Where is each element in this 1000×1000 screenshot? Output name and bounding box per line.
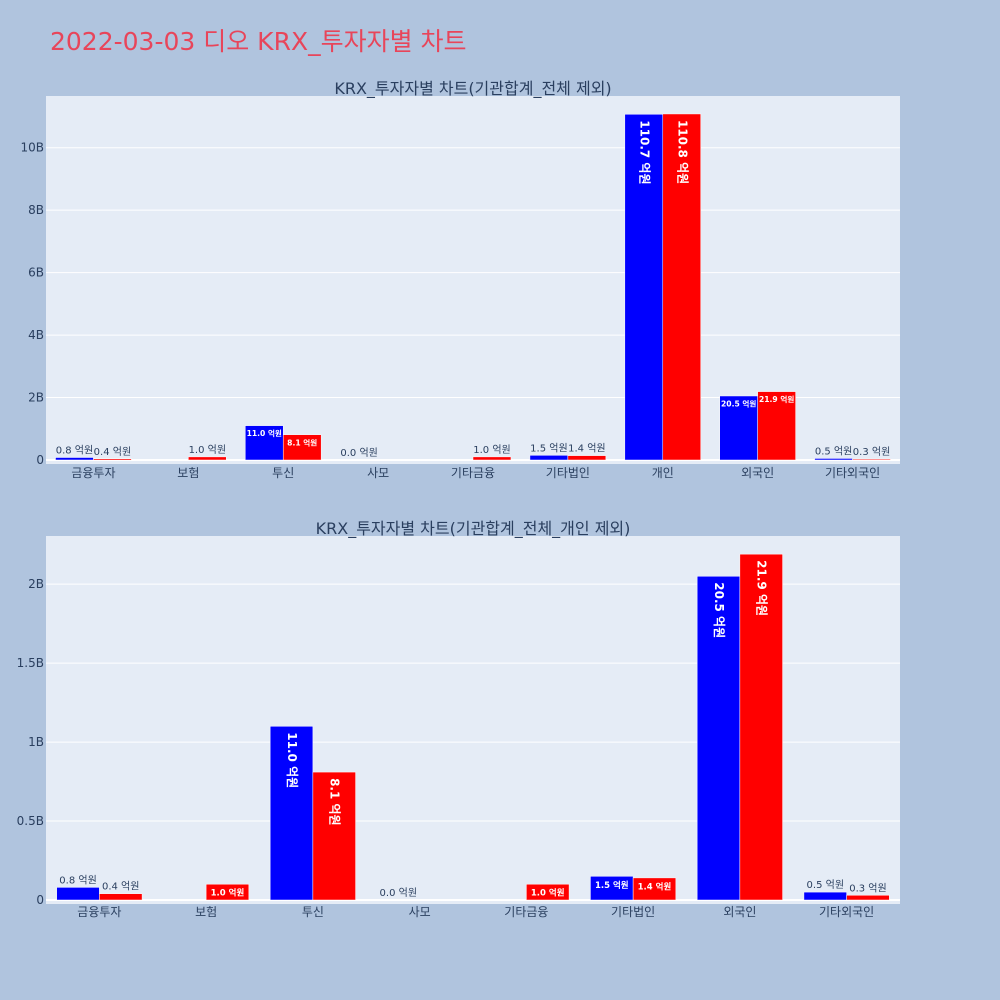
x-tick-label: 기타법인	[546, 466, 590, 480]
bar-series-2	[846, 895, 890, 901]
data-label: 1.0 억원	[531, 888, 565, 899]
x-tick-label: 외국인	[741, 466, 774, 480]
chart-title: KRX_투자자별 차트(기관합계_전체_개인 제외)	[316, 519, 631, 539]
y-tick-label: 6B	[28, 266, 44, 280]
data-label: 8.1 억원	[287, 437, 317, 447]
x-tick-label: 사모	[367, 466, 389, 480]
data-label: 0.0 억원	[380, 887, 417, 899]
data-label: 0.8 억원	[59, 874, 96, 886]
data-label: 11.0 억원	[285, 732, 299, 788]
data-label: 110.8 억원	[675, 120, 689, 184]
bar-series-2	[757, 391, 796, 461]
bar-series-1	[55, 457, 94, 461]
x-tick-label: 기타금융	[451, 466, 495, 480]
data-label: 0.3 억원	[849, 882, 886, 894]
data-label: 21.9 억원	[759, 394, 794, 404]
bar-series-2	[472, 456, 512, 461]
x-tick-label: 외국인	[723, 905, 756, 919]
y-tick-label: 0	[36, 893, 44, 907]
y-tick-label: 1.5B	[17, 656, 44, 670]
bar-series-1	[529, 455, 569, 461]
data-label: 1.0 억원	[473, 444, 510, 456]
data-label: 1.4 억원	[568, 443, 605, 455]
bar-series-2	[567, 455, 607, 461]
bar-series-2	[662, 113, 701, 461]
bar-series-2	[526, 883, 570, 901]
x-tick-label: 보험	[195, 905, 217, 919]
x-tick-label: 기타외국인	[825, 466, 880, 480]
data-label: 20.5 억원	[712, 582, 726, 638]
y-tick-label: 0	[36, 453, 44, 467]
bar-series-1	[624, 114, 664, 461]
bar-series-2	[632, 877, 677, 901]
data-label: 21.9 억원	[755, 560, 769, 616]
data-label: 1.4 억원	[638, 881, 672, 892]
data-label: 110.7 억원	[637, 120, 651, 184]
data-label: 1.5 억원	[530, 442, 567, 454]
bar-series-2	[99, 893, 143, 901]
y-tick-label: 8B	[28, 203, 44, 217]
bar-series-1	[245, 425, 284, 461]
data-label: 0.4 억원	[94, 446, 131, 458]
y-tick-label: 10B	[20, 141, 44, 155]
bar-series-1	[56, 887, 100, 901]
bar-series-2	[188, 456, 227, 461]
data-label: 1.0 억원	[189, 444, 226, 456]
chart-panel-2: 0 0.5B 1B 1.5B 2B KRX_투자자별 차트(기관합계_전체_개인 제외) 금…	[17, 519, 900, 919]
data-label: 20.5 억원	[721, 399, 756, 409]
data-label: 0.5 억원	[815, 445, 852, 457]
bar-series-2	[739, 553, 783, 901]
data-label: 8.1 억원	[328, 778, 342, 826]
data-label: 0.5 억원	[807, 879, 844, 891]
x-tick-label: 금융투자	[71, 466, 115, 480]
data-label: 1.5 억원	[595, 880, 629, 891]
x-tick-label: 기타법인	[611, 905, 655, 919]
bar-series-1	[803, 891, 847, 901]
x-tick-label: 기타외국인	[819, 905, 874, 919]
bar-series-1	[719, 395, 758, 461]
bar-series-2	[852, 458, 891, 461]
data-label: 11.0 억원	[247, 428, 282, 438]
x-tick-label: 개인	[652, 466, 674, 480]
bar-series-2	[93, 458, 132, 461]
bar-series-1	[814, 458, 853, 461]
data-label: 0.3 억원	[853, 446, 890, 458]
chart-title: KRX_투자자별 차트(기관합계_전체 제외)	[334, 79, 611, 99]
x-tick-label: 기타금융	[504, 905, 548, 919]
chart-panel-1: 0 2B 4B 6B 8B 10B KRX_투자자별 차트(기관합계_전체 제외) 금융투자 0…	[20, 79, 900, 480]
data-label: 0.8 억원	[56, 445, 93, 457]
y-tick-label: 2B	[28, 391, 44, 405]
bar-series-1	[269, 726, 314, 901]
y-tick-label: 0.5B	[17, 814, 44, 828]
data-label: 1.0 억원	[211, 888, 245, 899]
x-tick-label: 보험	[177, 466, 199, 480]
bar-series-2	[312, 771, 356, 901]
bar-series-2	[282, 434, 322, 461]
data-label: 0.0 억원	[340, 447, 377, 459]
x-tick-label: 투신	[302, 905, 324, 919]
page-title: 2022-03-03 디오 KRX_투자자별 차트	[50, 27, 467, 56]
x-tick-label: 투신	[272, 466, 294, 480]
y-tick-label: 4B	[28, 328, 44, 342]
y-tick-label: 1B	[28, 735, 44, 749]
x-tick-label: 사모	[409, 905, 431, 919]
data-label: 0.4 억원	[102, 881, 139, 893]
x-tick-label: 금융투자	[77, 905, 121, 919]
y-tick-label: 2B	[28, 577, 44, 591]
bar-series-2	[205, 883, 250, 901]
